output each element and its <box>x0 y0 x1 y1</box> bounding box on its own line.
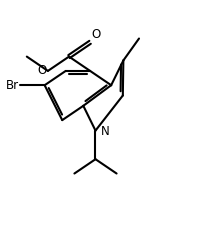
Text: O: O <box>38 64 47 77</box>
Text: Br: Br <box>6 79 19 92</box>
Text: O: O <box>91 28 100 41</box>
Text: N: N <box>101 125 109 138</box>
